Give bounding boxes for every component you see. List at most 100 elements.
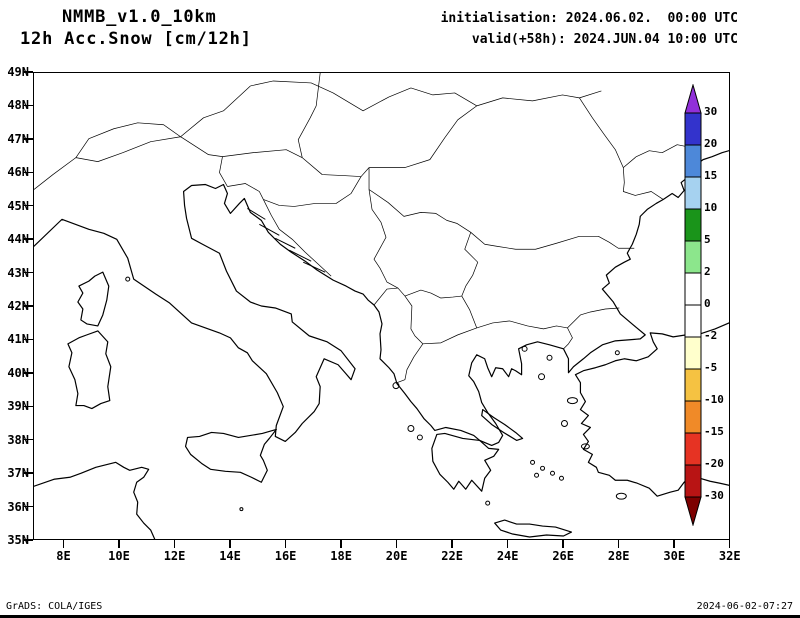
colorbar-segment — [684, 272, 702, 306]
colorbar-segment — [684, 464, 702, 498]
border-hungary-croatia-romania — [302, 105, 477, 177]
coastline-peloponnese — [431, 432, 500, 492]
lat-tick-label: 40N — [7, 365, 29, 380]
lon-tick-label: 8E — [56, 549, 71, 563]
island-corsica — [77, 271, 110, 327]
island-samothrace — [546, 354, 553, 361]
island-elba — [125, 276, 131, 282]
border-montenegro-albania — [373, 287, 398, 306]
lat-tick — [24, 338, 33, 341]
lon-tick — [229, 540, 231, 548]
time-block: initialisation: 2024.06.02. 00:00 UTC va… — [441, 8, 738, 50]
lat-tick-label: 46N — [7, 165, 29, 180]
lat-tick-label: 43N — [7, 265, 29, 280]
lat-tick — [24, 271, 33, 274]
colorbar-segment — [684, 208, 702, 242]
lon-tick-label: 18E — [330, 549, 352, 563]
lat-tick — [24, 438, 33, 441]
lat-tick — [24, 539, 33, 541]
island-kythera — [485, 500, 491, 506]
border-danube — [368, 189, 635, 250]
colorbar-segment — [684, 112, 702, 146]
island-cyclades-1 — [530, 459, 536, 465]
island-marmara — [614, 350, 620, 356]
border-serbia-bulgaria — [404, 232, 479, 299]
lon-tick — [617, 540, 620, 548]
lat-tick — [24, 238, 33, 240]
border-macedonia-thrace — [422, 295, 620, 350]
lon-tick — [118, 540, 120, 548]
island-malta — [239, 507, 244, 512]
lat-tick-label: 48N — [7, 98, 29, 113]
island-lesbos — [566, 397, 578, 405]
lat-tick — [24, 472, 33, 474]
island-sicily — [184, 428, 277, 483]
bottom-border — [0, 615, 800, 618]
lat-tick — [24, 138, 33, 140]
plot-timestamp: 2024-06-02-07:27 — [696, 601, 793, 612]
island-kefalonia — [407, 424, 415, 432]
coastline-africa — [34, 461, 156, 539]
lat-tick — [24, 204, 33, 207]
lon-tick — [562, 540, 564, 548]
lon-tick — [340, 540, 342, 548]
island-cyclades-5 — [534, 472, 540, 478]
lat-tick-label: 41N — [7, 332, 29, 347]
dalmatian-islands — [247, 207, 326, 273]
colorbar-segment — [684, 400, 702, 434]
lon-tick-label: 12E — [163, 549, 186, 563]
lat-tick — [24, 372, 33, 374]
colorbar-segment — [684, 432, 702, 466]
lat-tick — [24, 171, 33, 174]
lat-tick — [24, 405, 33, 408]
colorbar-arrow-down — [684, 496, 702, 526]
lat-tick-label: 38N — [7, 432, 29, 447]
lon-tick-label: 14E — [219, 549, 241, 563]
island-samos — [580, 443, 590, 450]
lat-tick-label: 35N — [7, 533, 29, 547]
lon-tick — [506, 540, 509, 548]
valid-time-label: valid(+58h): 2024.JUN.04 10:00 UTC — [471, 32, 738, 47]
lon-tick-label: 10E — [108, 549, 130, 563]
lon-tick — [173, 540, 176, 548]
lat-tick-label: 47N — [7, 131, 29, 146]
coastline-europe — [34, 150, 729, 446]
colorbar-segment — [684, 368, 702, 402]
title-block: NMMB_v1.0_10km 12h Acc.Snow [cm/12h] — [20, 6, 252, 50]
init-time-label: initialisation: 2024.06.02. 00:00 UTC — [440, 11, 738, 26]
border-slovenia-croatia — [227, 183, 264, 200]
island-zakynthos — [416, 434, 423, 441]
island-thasos — [521, 345, 528, 352]
border-moldova-ukraine — [579, 97, 694, 200]
map-frame — [33, 72, 730, 540]
border-alpine-north — [75, 85, 251, 158]
colorbar-segment — [684, 304, 702, 338]
lon-tick — [451, 540, 453, 548]
lon-tick-label: 22E — [441, 549, 463, 563]
lat-tick — [24, 505, 33, 508]
lon-tick-label: 16E — [274, 549, 297, 563]
colorbar — [684, 84, 702, 526]
lon-tick — [673, 540, 675, 548]
island-crete — [494, 519, 573, 538]
lon-tick-label: 26E — [552, 549, 575, 563]
lat-tick-label: 44N — [7, 232, 29, 247]
lat-tick-label: 36N — [7, 499, 29, 514]
lon-tick-label: 32E — [718, 549, 741, 563]
grads-credit: GrADS: COLA/IGES — [6, 601, 103, 612]
border-albania-greece — [396, 343, 424, 383]
border-carpathian-north — [250, 80, 602, 112]
lon-tick — [395, 540, 398, 548]
lon-tick-label: 30E — [663, 549, 686, 563]
island-cyclades-4 — [558, 475, 564, 481]
island-corfu — [392, 382, 400, 390]
island-euboea — [481, 408, 524, 442]
lat-tick-label: 37N — [7, 466, 29, 481]
island-chios — [560, 420, 568, 427]
lon-tick — [728, 540, 731, 548]
lat-tick-label: 49N — [7, 65, 29, 79]
coastline-map — [34, 73, 729, 539]
lon-tick — [62, 540, 65, 548]
model-title: NMMB_v1.0_10km — [62, 7, 217, 27]
